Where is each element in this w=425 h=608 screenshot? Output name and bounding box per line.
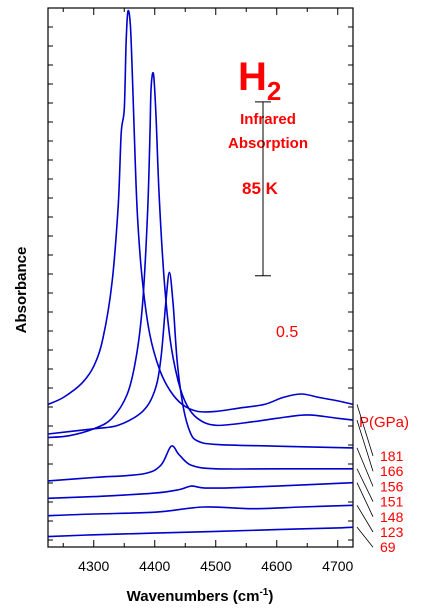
pressure-leader [356,419,374,472]
chart-title: H2 [238,55,281,106]
pressure-leader [356,447,374,487]
pressure-label-151: 151 [380,494,404,510]
pressure-label-181: 181 [380,448,404,464]
x-axis-label-end: ) [268,588,273,605]
pressure-leader [356,468,374,502]
pressure-label-166: 166 [380,463,404,479]
x-tick-label: 4700 [322,558,353,574]
axis-ticks [48,8,353,547]
series-line-166 [47,72,354,439]
series-line-151 [47,445,353,482]
title-subscript: 2 [267,76,281,106]
pressure-label-148: 148 [380,509,404,525]
series-line-181 [47,9,354,413]
title-main: H [238,55,267,99]
x-axis-label-main: Wavenumbers (cm [127,588,260,605]
temperature-label: 85 K [242,179,279,198]
pressure-label-123: 123 [380,524,404,540]
pressure-leader [356,526,374,548]
annotation-line-1: Infrared [240,111,296,128]
x-tick-label: 4600 [261,558,292,574]
annotation-line-2: Absorption [228,135,308,152]
x-axis-label-sup: -1 [259,587,268,598]
series-line-123 [47,504,354,517]
plot-frame [47,7,354,548]
pressure-leader [356,482,374,517]
y-axis-label: Absorbance [13,247,30,334]
x-tick-labels: 4300 4400 4500 4600 4700 [78,558,353,574]
pressure-label-156: 156 [380,478,404,494]
scale-bar-label: 0.5 [276,324,298,341]
pressure-leader [356,404,374,457]
series-line-156 [47,271,354,449]
scale-bar [255,101,271,277]
series-line-69 [47,526,354,538]
pressure-header: P(GPa) [359,414,409,431]
x-tick-label: 4300 [78,558,109,574]
x-tick-label: 4500 [200,558,231,574]
series-lines [47,9,354,538]
x-tick-label: 4400 [139,558,170,574]
pressure-leader [356,505,374,533]
series-line-148 [47,481,354,500]
x-axis-label: Wavenumbers (cm-1) [127,587,274,605]
pressure-label-69: 69 [380,539,396,555]
